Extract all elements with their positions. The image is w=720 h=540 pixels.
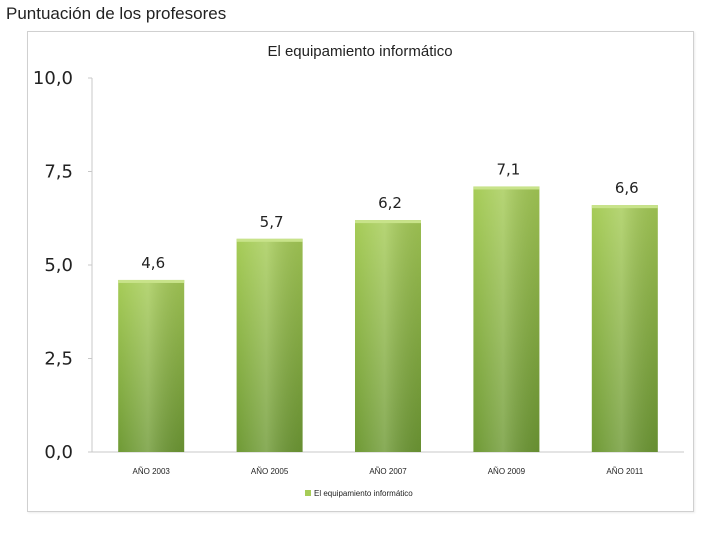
y-tick-label: 5,0 [44, 255, 73, 276]
bar-value-label: 7,1 [496, 160, 520, 178]
x-tick-label: AÑO 2005 [251, 467, 289, 476]
chart-title: El equipamiento informático [267, 43, 452, 60]
bar-top-edge [236, 238, 303, 242]
bar-top-edge [355, 220, 421, 224]
y-tick-label: 2,5 [44, 349, 73, 370]
bar-shine [473, 186, 540, 452]
legend-swatch [305, 490, 311, 496]
bar-shine [355, 220, 421, 452]
y-tick-label: 0,0 [44, 442, 73, 463]
page-title: Puntuación de los profesores [6, 4, 227, 23]
bar-shine [118, 279, 185, 452]
bar-value-label: 4,6 [141, 254, 165, 272]
bar-value-label: 6,2 [378, 194, 402, 212]
x-tick-label: AÑO 2009 [488, 467, 526, 476]
bar-shine [236, 238, 303, 452]
bar-top-edge [591, 205, 658, 209]
bar-value-label: 6,6 [615, 179, 639, 197]
y-tick-label: 10,0 [33, 68, 73, 89]
bar-top-edge [473, 186, 540, 190]
y-tick-label: 7,5 [44, 162, 73, 183]
x-tick-label: AÑO 2003 [133, 467, 171, 476]
x-tick-label: AÑO 2007 [369, 467, 407, 476]
bar-top-edge [118, 279, 185, 283]
legend-label: El equipamiento informático [314, 489, 413, 498]
bar-shine [591, 205, 658, 452]
x-tick-label: AÑO 2011 [606, 467, 643, 476]
bar-value-label: 5,7 [260, 213, 284, 231]
